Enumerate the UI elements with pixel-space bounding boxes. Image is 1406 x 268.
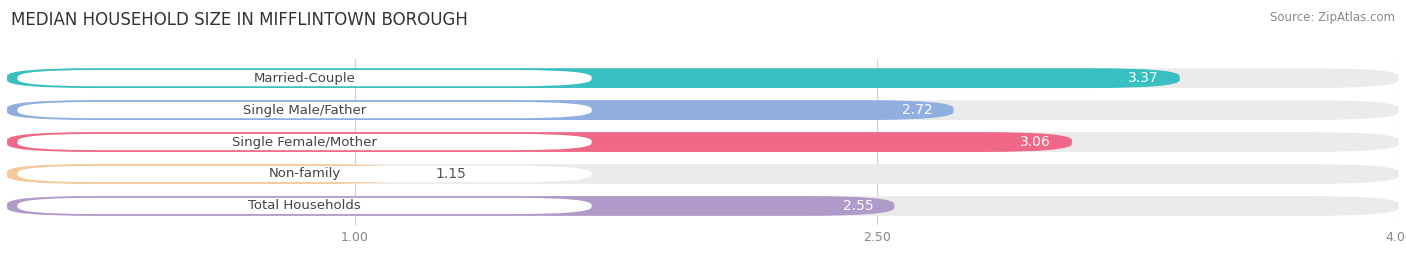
Text: 2.55: 2.55 — [842, 199, 873, 213]
Text: Single Male/Father: Single Male/Father — [243, 104, 366, 117]
FancyBboxPatch shape — [17, 198, 592, 214]
FancyBboxPatch shape — [17, 134, 592, 150]
FancyBboxPatch shape — [17, 70, 592, 86]
Text: MEDIAN HOUSEHOLD SIZE IN MIFFLINTOWN BOROUGH: MEDIAN HOUSEHOLD SIZE IN MIFFLINTOWN BOR… — [11, 11, 468, 29]
FancyBboxPatch shape — [7, 164, 408, 184]
FancyBboxPatch shape — [7, 132, 1071, 152]
FancyBboxPatch shape — [17, 166, 592, 182]
Text: Single Female/Mother: Single Female/Mother — [232, 136, 377, 148]
FancyBboxPatch shape — [7, 164, 1399, 184]
FancyBboxPatch shape — [7, 196, 894, 216]
Text: Total Households: Total Households — [249, 199, 361, 213]
Text: 1.15: 1.15 — [434, 167, 465, 181]
FancyBboxPatch shape — [7, 196, 1399, 216]
FancyBboxPatch shape — [7, 100, 1399, 120]
Text: 3.37: 3.37 — [1128, 71, 1159, 85]
FancyBboxPatch shape — [7, 100, 953, 120]
Text: Source: ZipAtlas.com: Source: ZipAtlas.com — [1270, 11, 1395, 24]
Text: Married-Couple: Married-Couple — [253, 72, 356, 85]
FancyBboxPatch shape — [17, 102, 592, 118]
Text: 3.06: 3.06 — [1021, 135, 1050, 149]
FancyBboxPatch shape — [7, 68, 1399, 88]
FancyBboxPatch shape — [7, 68, 1180, 88]
Text: Non-family: Non-family — [269, 168, 340, 180]
FancyBboxPatch shape — [7, 132, 1399, 152]
Text: 2.72: 2.72 — [903, 103, 932, 117]
